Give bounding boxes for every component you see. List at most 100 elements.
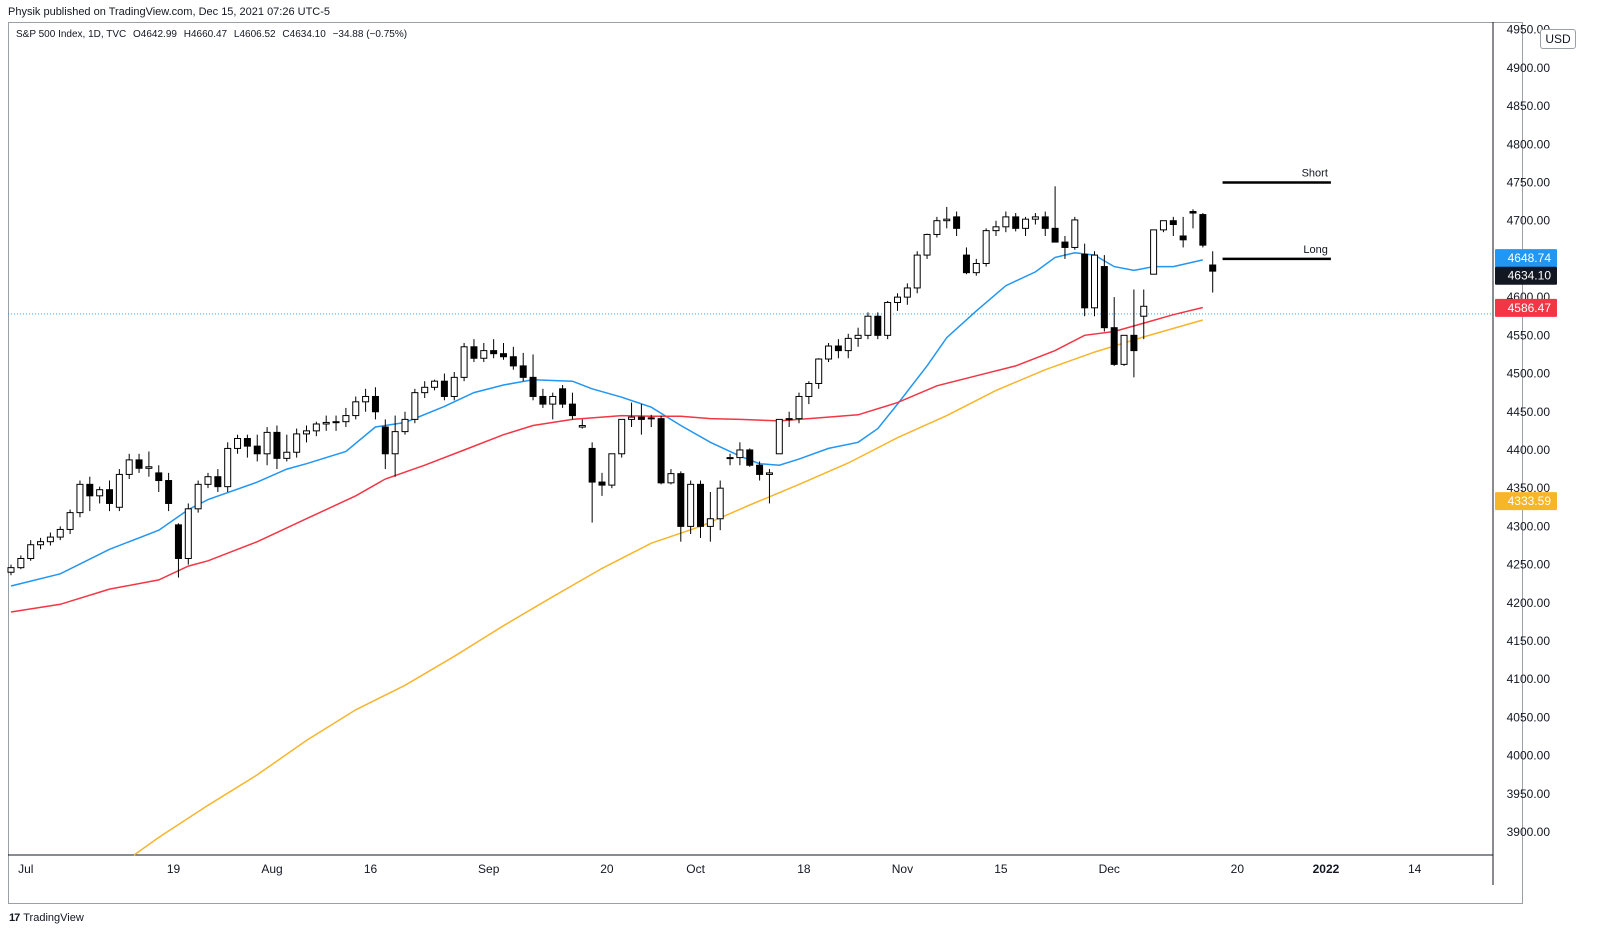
candle-body-down [834, 345, 842, 352]
candle-body-up [923, 233, 931, 256]
candle-body-up [145, 466, 153, 469]
candle [17, 555, 25, 570]
candle [1179, 216, 1187, 248]
candle [519, 352, 527, 382]
candle [204, 472, 212, 489]
candle [115, 469, 123, 512]
candle [253, 434, 261, 462]
candle [56, 526, 64, 541]
candle-body-down [657, 418, 665, 484]
candle [756, 461, 764, 481]
candle [1100, 255, 1108, 332]
candle-body-up [17, 557, 25, 569]
candle [96, 486, 104, 504]
candle-body-up [1022, 218, 1030, 229]
candle [825, 342, 833, 363]
candle [805, 381, 813, 405]
candle-body-down [440, 380, 448, 397]
candle-body-up [322, 421, 330, 425]
candle-body-up [706, 518, 714, 527]
candle-body-up [194, 483, 202, 510]
candle [234, 434, 242, 454]
candle-body-up [480, 350, 488, 359]
candle-body-down [598, 481, 606, 486]
candle [578, 419, 586, 429]
candle-body-down [519, 365, 527, 378]
candle [86, 476, 94, 512]
candle-body-down [155, 472, 163, 482]
candle [677, 471, 685, 542]
footer-brand[interactable]: 17 TradingView [9, 912, 84, 924]
candle-body-down [86, 483, 94, 497]
candle [184, 503, 192, 565]
candle-body-up [1071, 219, 1079, 248]
candle-body-up [903, 287, 911, 298]
candle-body-up [628, 416, 636, 420]
candle-body-up [450, 376, 458, 397]
candle [667, 469, 675, 485]
candle-body-up [736, 449, 744, 459]
candle [224, 442, 232, 492]
candle-body-up [825, 345, 833, 360]
candle-body-down [953, 216, 961, 229]
candle-body-down [106, 489, 113, 504]
y-tick-label: 4250.00 [1507, 558, 1551, 572]
candle-body-up [76, 483, 84, 514]
candle [322, 415, 330, 431]
candle-body-up [726, 457, 734, 460]
candle [1081, 243, 1089, 317]
candle-body-down [509, 356, 517, 367]
candle-body-down [174, 524, 182, 559]
candle [480, 342, 488, 363]
candle [243, 434, 251, 458]
candle [559, 385, 567, 408]
candle-body-up [1031, 216, 1039, 220]
candle [864, 312, 872, 340]
candle [913, 251, 921, 294]
candle-body-up [844, 337, 852, 352]
candle [312, 421, 320, 437]
candle-body-up [933, 220, 941, 235]
candle-body-up [943, 218, 951, 222]
candle [490, 339, 498, 359]
candle-body-up [115, 473, 123, 508]
candle-body-down [243, 438, 251, 447]
y-tick-label: 4950.00 [1507, 23, 1551, 37]
y-tick-label: 4500.00 [1507, 367, 1551, 381]
candle [568, 392, 576, 420]
candle-body-down [1130, 334, 1138, 352]
candle-body-up [1002, 216, 1010, 228]
candle [697, 480, 704, 538]
candle-body-up [982, 230, 990, 264]
x-tick-label: 16 [364, 862, 378, 876]
candle [953, 211, 961, 236]
candle-body-up [411, 392, 419, 420]
candle [894, 293, 901, 311]
candle-body-down [470, 346, 478, 359]
candle-body-up [401, 418, 409, 433]
candle [884, 300, 892, 340]
currency-button[interactable]: USD [1540, 29, 1576, 49]
candle-body-down [1209, 264, 1217, 272]
candle [76, 480, 84, 518]
y-tick-label: 4800.00 [1507, 137, 1551, 151]
candle-body-down [1100, 266, 1108, 329]
candle-body-down [874, 315, 882, 336]
price-badge [1495, 298, 1557, 317]
candle [401, 411, 409, 435]
candle-body-down [568, 403, 576, 417]
y-tick-label: 4300.00 [1507, 519, 1551, 533]
candle-body-down [273, 431, 281, 459]
candle [736, 442, 744, 466]
x-tick-label: 20 [1231, 862, 1245, 876]
candle [687, 480, 695, 535]
candle [1012, 213, 1020, 232]
candle [411, 388, 419, 424]
y-tick-label: 4450.00 [1507, 405, 1551, 419]
candle-body-up [894, 296, 901, 303]
candle [27, 540, 35, 561]
candle [125, 453, 133, 480]
x-tick-label: 2022 [1313, 862, 1340, 876]
candle [647, 414, 655, 428]
